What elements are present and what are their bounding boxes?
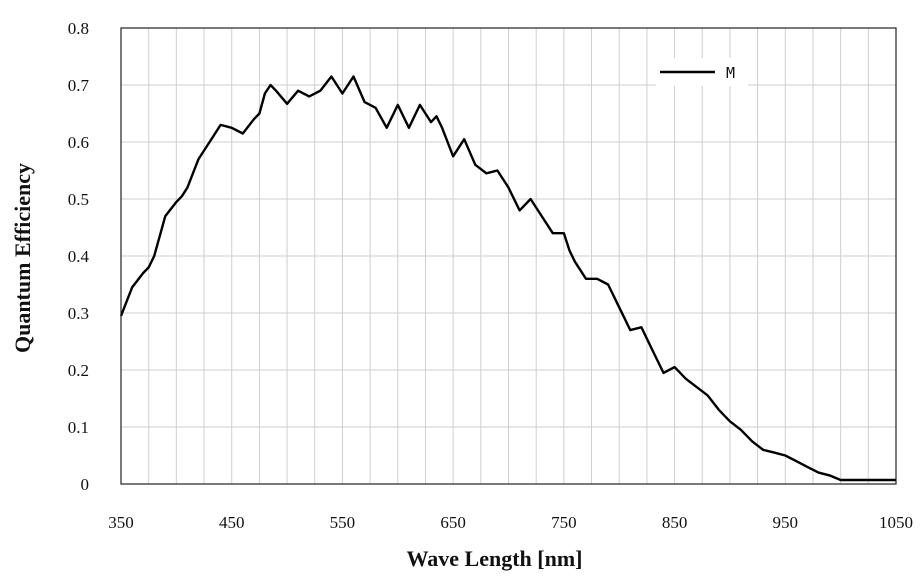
- y-axis-title: Quantum Efficiency: [10, 163, 35, 353]
- legend-label-m: M: [726, 64, 735, 82]
- y-tick-label: 0.7: [68, 76, 90, 95]
- plot-frame: [120, 27, 897, 485]
- series-line-m: [119, 75, 896, 482]
- y-tick-label: 0: [81, 475, 90, 494]
- x-tick-label: 950: [773, 513, 799, 532]
- y-tick-label: 0.1: [68, 418, 89, 437]
- y-tick-label: 0.2: [68, 361, 89, 380]
- x-axis-title: Wave Length [nm]: [407, 546, 583, 571]
- y-tick-label: 0.5: [68, 190, 89, 209]
- x-tick-label: 450: [219, 513, 245, 532]
- x-tick-label: 1050: [879, 513, 913, 532]
- x-tick-label: 350: [108, 513, 134, 532]
- x-tick-label: 850: [662, 513, 688, 532]
- y-tick-label: 0.8: [68, 19, 89, 38]
- x-tick-label: 650: [440, 513, 466, 532]
- series-layer: [119, 75, 896, 482]
- y-tick-label: 0.6: [68, 133, 89, 152]
- tick-labels: 350 450 550 650 750 850 950 1050 0 0.1 0.2 0.3 0.4 0.…: [68, 19, 913, 532]
- x-tick-label: 750: [551, 513, 577, 532]
- legend: M: [656, 58, 748, 86]
- x-tick-label: 550: [330, 513, 356, 532]
- y-tick-label: 0.4: [68, 247, 90, 266]
- y-tick-label: 0.3: [68, 304, 89, 323]
- grid-lines: [120, 27, 897, 485]
